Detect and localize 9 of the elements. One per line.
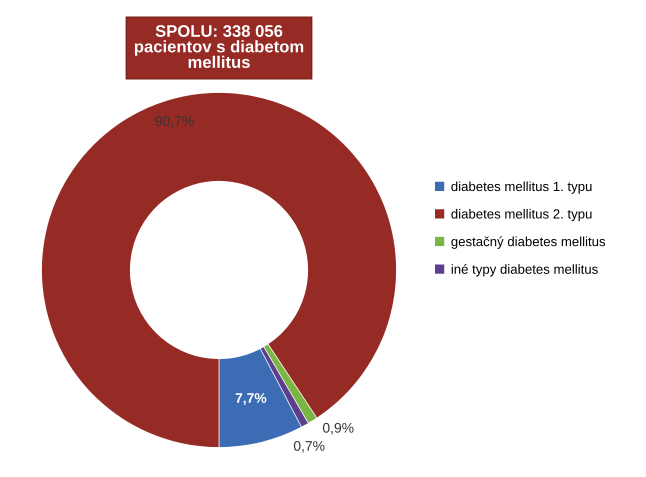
data-label: 0,7%	[294, 441, 324, 452]
data-label: 90,7%	[155, 116, 194, 128]
data-label: 7,7%	[236, 393, 266, 405]
legend-label: diabetes mellitus 1. typu	[451, 181, 592, 194]
data-label: 0,9%	[322, 422, 354, 434]
chart-title: SPOLU: 338 056 pacientov s diabetom mellitus	[134, 25, 304, 68]
legend-label: gestačný diabetes mellitus	[451, 236, 606, 249]
legend-label: iné typy diabetes mellitus	[452, 264, 598, 276]
legend-label: diabetes mellitus 2. typu	[451, 208, 592, 222]
